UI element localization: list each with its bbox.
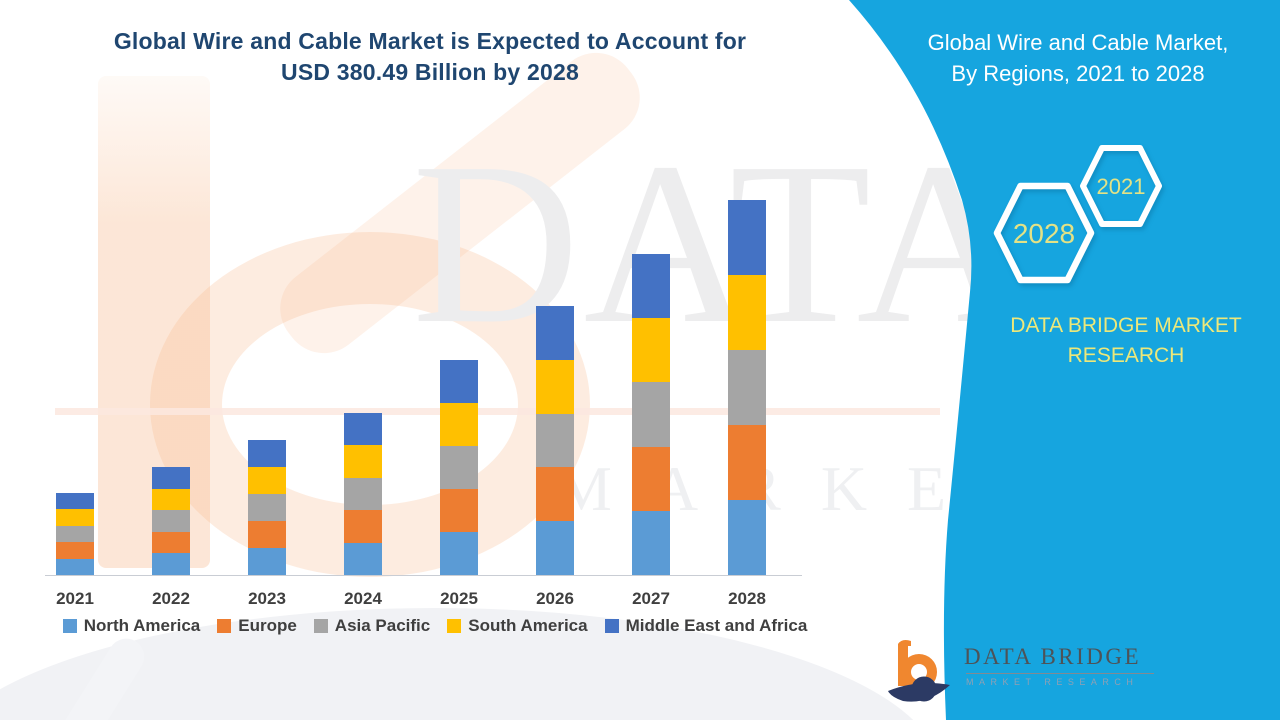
brand-wordmark-line1: DATA BRIDGE MARKET: [1010, 314, 1242, 337]
side-panel-accent-streak: [863, 56, 919, 173]
bar-segment-north-america: [632, 510, 670, 575]
bar-segment-middle-east-and-africa: [344, 412, 382, 446]
legend-swatch: [217, 619, 232, 633]
bar-segment-south-america: [152, 488, 190, 511]
bar-segment-europe: [152, 531, 190, 554]
bar-segment-asia-pacific: [632, 382, 670, 447]
x-axis-label-2022: 2022: [152, 589, 190, 608]
bar-segment-europe: [248, 520, 286, 548]
bar-segment-asia-pacific: [344, 477, 382, 511]
chart-title: Global Wire and Cable Market is Expected…: [70, 26, 790, 88]
stacked-bar-2028: [728, 199, 766, 575]
x-axis-label-2026: 2026: [536, 589, 574, 608]
bar-segment-middle-east-and-africa: [536, 305, 574, 360]
chart-legend: North America Europe Asia Pacific South Ame…: [40, 616, 830, 636]
side-panel-cyan-swoosh: [849, 0, 1280, 720]
bar-segment-north-america: [536, 521, 574, 575]
bar-segment-europe: [728, 424, 766, 500]
stacked-bar-2025: [440, 359, 478, 575]
hexagon-2021-outline: [1080, 145, 1162, 227]
databridge-logo-text: DATA BRIDGE MARKET RESEARCH: [964, 644, 1154, 687]
hexagon-badges: 2028 2021: [980, 135, 1210, 310]
legend-label: Middle East and Africa: [625, 616, 808, 635]
hexagon-2028-outline: [993, 182, 1095, 284]
bar-segment-asia-pacific: [248, 493, 286, 521]
bar-segment-middle-east-and-africa: [248, 439, 286, 467]
hexagon-2028-label: 2028: [1013, 218, 1075, 249]
bar-segment-asia-pacific: [56, 525, 94, 543]
hexagon-2021-label: 2021: [1097, 174, 1146, 199]
bar-segment-middle-east-and-africa: [440, 359, 478, 403]
bar-segment-north-america: [728, 499, 766, 575]
legend-item-south-america: South America: [447, 616, 588, 636]
databridge-logo: DATA BRIDGE MARKET RESEARCH: [886, 634, 1154, 706]
legend-label: Europe: [238, 616, 297, 635]
bar-segment-middle-east-and-africa: [152, 466, 190, 489]
bar-segment-south-america: [632, 318, 670, 383]
logo-subtext: MARKET RESEARCH: [966, 677, 1139, 687]
bar-segment-south-america: [728, 274, 766, 350]
bar-segment-south-america: [440, 402, 478, 446]
bar-segment-asia-pacific: [440, 445, 478, 489]
bar-segment-north-america: [56, 558, 94, 575]
bar-segment-south-america: [56, 509, 94, 526]
bar-segment-europe: [56, 542, 94, 559]
legend-swatch: [447, 619, 462, 633]
legend-swatch: [62, 619, 77, 633]
x-axis-label-2027: 2027: [632, 589, 670, 608]
side-panel-heading: Global Wire and Cable Market, By Regions…: [900, 27, 1256, 89]
legend-swatch: [313, 619, 328, 633]
x-axis-label-2023: 2023: [248, 589, 286, 608]
legend-label: South America: [468, 616, 588, 635]
bar-segment-middle-east-and-africa: [56, 492, 94, 510]
bar-segment-north-america: [152, 553, 190, 575]
stacked-bar-2022: [152, 466, 190, 575]
x-axis-label-2025: 2025: [440, 589, 478, 608]
side-panel-heading-line1: Global Wire and Cable Market,: [927, 30, 1229, 55]
stacked-bar-2026: [536, 305, 574, 575]
legend-item-middle-east-and-africa: Middle East and Africa: [604, 616, 808, 636]
bar-segment-middle-east-and-africa: [632, 253, 670, 319]
brand-wordmark: DATA BRIDGE MARKET RESEARCH: [965, 311, 1280, 371]
bar-segment-europe: [344, 510, 382, 543]
x-axis-label-2028: 2028: [728, 589, 766, 608]
bar-segment-middle-east-and-africa: [728, 199, 766, 275]
bar-segment-north-america: [440, 531, 478, 575]
bar-segment-north-america: [344, 542, 382, 575]
bar-segment-south-america: [536, 359, 574, 414]
databridge-logo-mark: [888, 640, 950, 702]
bar-segment-europe: [536, 467, 574, 522]
bar-segment-europe: [440, 488, 478, 532]
bar-segment-asia-pacific: [536, 413, 574, 468]
legend-item-north-america: North America: [62, 616, 201, 636]
legend-item-europe: Europe: [217, 616, 297, 636]
stacked-bar-2021: [56, 492, 94, 575]
side-panel-heading-line2: By Regions, 2021 to 2028: [951, 61, 1205, 86]
x-axis-line: [45, 575, 802, 576]
stacked-bar-2027: [632, 253, 670, 575]
chart-title-line2: USD 380.49 Billion by 2028: [281, 59, 579, 85]
logo-divider: [966, 673, 1154, 674]
bar-segment-south-america: [248, 466, 286, 494]
x-axis-label-2021: 2021: [56, 589, 94, 608]
legend-label: North America: [83, 616, 201, 635]
bar-segment-asia-pacific: [728, 349, 766, 425]
logo-name: DATA BRIDGE: [964, 644, 1142, 669]
bar-segment-europe: [632, 446, 670, 511]
stacked-bar-2023: [248, 439, 286, 575]
legend-label: Asia Pacific: [334, 616, 431, 635]
bar-segment-asia-pacific: [152, 510, 190, 532]
brand-wordmark-line2: RESEARCH: [1067, 344, 1185, 367]
bar-segment-north-america: [248, 547, 286, 575]
stacked-bar-2024: [344, 412, 382, 575]
bar-segment-south-america: [344, 445, 382, 478]
legend-swatch: [604, 619, 619, 633]
x-axis-label-2024: 2024: [344, 589, 382, 608]
chart-title-line1: Global Wire and Cable Market is Expected…: [113, 28, 747, 54]
legend-item-asia-pacific: Asia Pacific: [313, 616, 431, 636]
